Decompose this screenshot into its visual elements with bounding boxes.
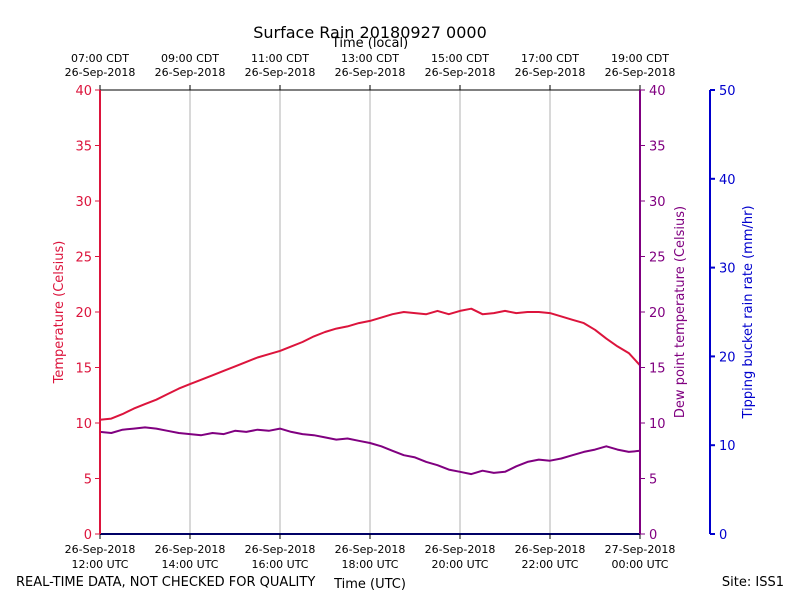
bottom-tick-label: 26-Sep-2018 [335,543,406,556]
right-inner-axis-label: Dew point temperature (Celsius) [673,206,688,418]
right-outer-tick-label: 50 [719,84,736,99]
left-tick-label: 10 [75,417,92,432]
left-tick-label: 15 [75,362,92,377]
right-inner-tick-label: 5 [649,473,657,488]
left-tick-label: 0 [84,528,92,543]
top-tick-label: 26-Sep-2018 [65,66,136,79]
top-tick-label: 26-Sep-2018 [515,66,586,79]
right-outer-axis-label: Tipping bucket rain rate (mm/hr) [741,205,756,419]
left-tick-label: 25 [75,251,92,266]
right-outer-tick-label: 20 [719,350,736,365]
left-tick-label: 35 [75,140,92,155]
right-inner-tick-label: 35 [649,140,666,155]
left-tick-label: 5 [84,473,92,488]
top-tick-label: 19:00 CDT [611,52,669,65]
right-inner-tick-label: 0 [649,528,657,543]
bottom-tick-label: 18:00 UTC [341,558,398,571]
bottom-tick-label: 14:00 UTC [161,558,218,571]
right-outer-tick-label: 30 [719,262,736,277]
bottom-tick-label: 20:00 UTC [431,558,488,571]
top-tick-label: 26-Sep-2018 [335,66,406,79]
bottom-tick-label: 26-Sep-2018 [65,543,136,556]
top-tick-label: 26-Sep-2018 [425,66,496,79]
bottom-tick-label: 26-Sep-2018 [425,543,496,556]
top-tick-label: 09:00 CDT [161,52,219,65]
top-tick-label: 17:00 CDT [521,52,579,65]
bottom-axis-label: Time (UTC) [333,577,406,592]
top-tick-label: 26-Sep-2018 [245,66,316,79]
top-axis-label: Time (local) [331,36,408,51]
top-tick-label: 26-Sep-2018 [155,66,226,79]
top-tick-label: 15:00 CDT [431,52,489,65]
quality-disclaimer: REAL-TIME DATA, NOT CHECKED FOR QUALITY [16,575,316,590]
left-tick-label: 40 [75,84,92,99]
right-inner-tick-label: 30 [649,195,666,210]
dew-point-series-line [99,426,641,476]
right-inner-tick-label: 10 [649,417,666,432]
chart-title: Surface Rain 20180927 0000 [253,23,487,42]
bottom-tick-label: 26-Sep-2018 [515,543,586,556]
site-label: Site: ISS1 [721,575,784,590]
right-outer-tick-label: 40 [719,173,736,188]
temperature-series-line [99,307,641,421]
bottom-tick-label: 22:00 UTC [521,558,578,571]
bottom-tick-label: 00:00 UTC [611,558,668,571]
bottom-tick-label: 26-Sep-2018 [245,543,316,556]
left-axis-label: Temperature (Celsius) [52,241,67,385]
bottom-tick-label: 26-Sep-2018 [155,543,226,556]
left-tick-label: 30 [75,195,92,210]
top-tick-label: 13:00 CDT [341,52,399,65]
top-tick-label: 07:00 CDT [71,52,129,65]
bottom-tick-label: 12:00 UTC [71,558,128,571]
right-inner-tick-label: 20 [649,306,666,321]
left-tick-label: 20 [75,306,92,321]
right-inner-tick-label: 25 [649,251,666,266]
right-outer-tick-label: 0 [719,528,727,543]
right-inner-tick-label: 15 [649,362,666,377]
right-inner-tick-label: 40 [649,84,666,99]
bottom-tick-label: 16:00 UTC [251,558,308,571]
top-tick-label: 26-Sep-2018 [605,66,676,79]
top-tick-label: 11:00 CDT [251,52,309,65]
bottom-tick-label: 27-Sep-2018 [605,543,676,556]
right-outer-tick-label: 10 [719,439,736,454]
